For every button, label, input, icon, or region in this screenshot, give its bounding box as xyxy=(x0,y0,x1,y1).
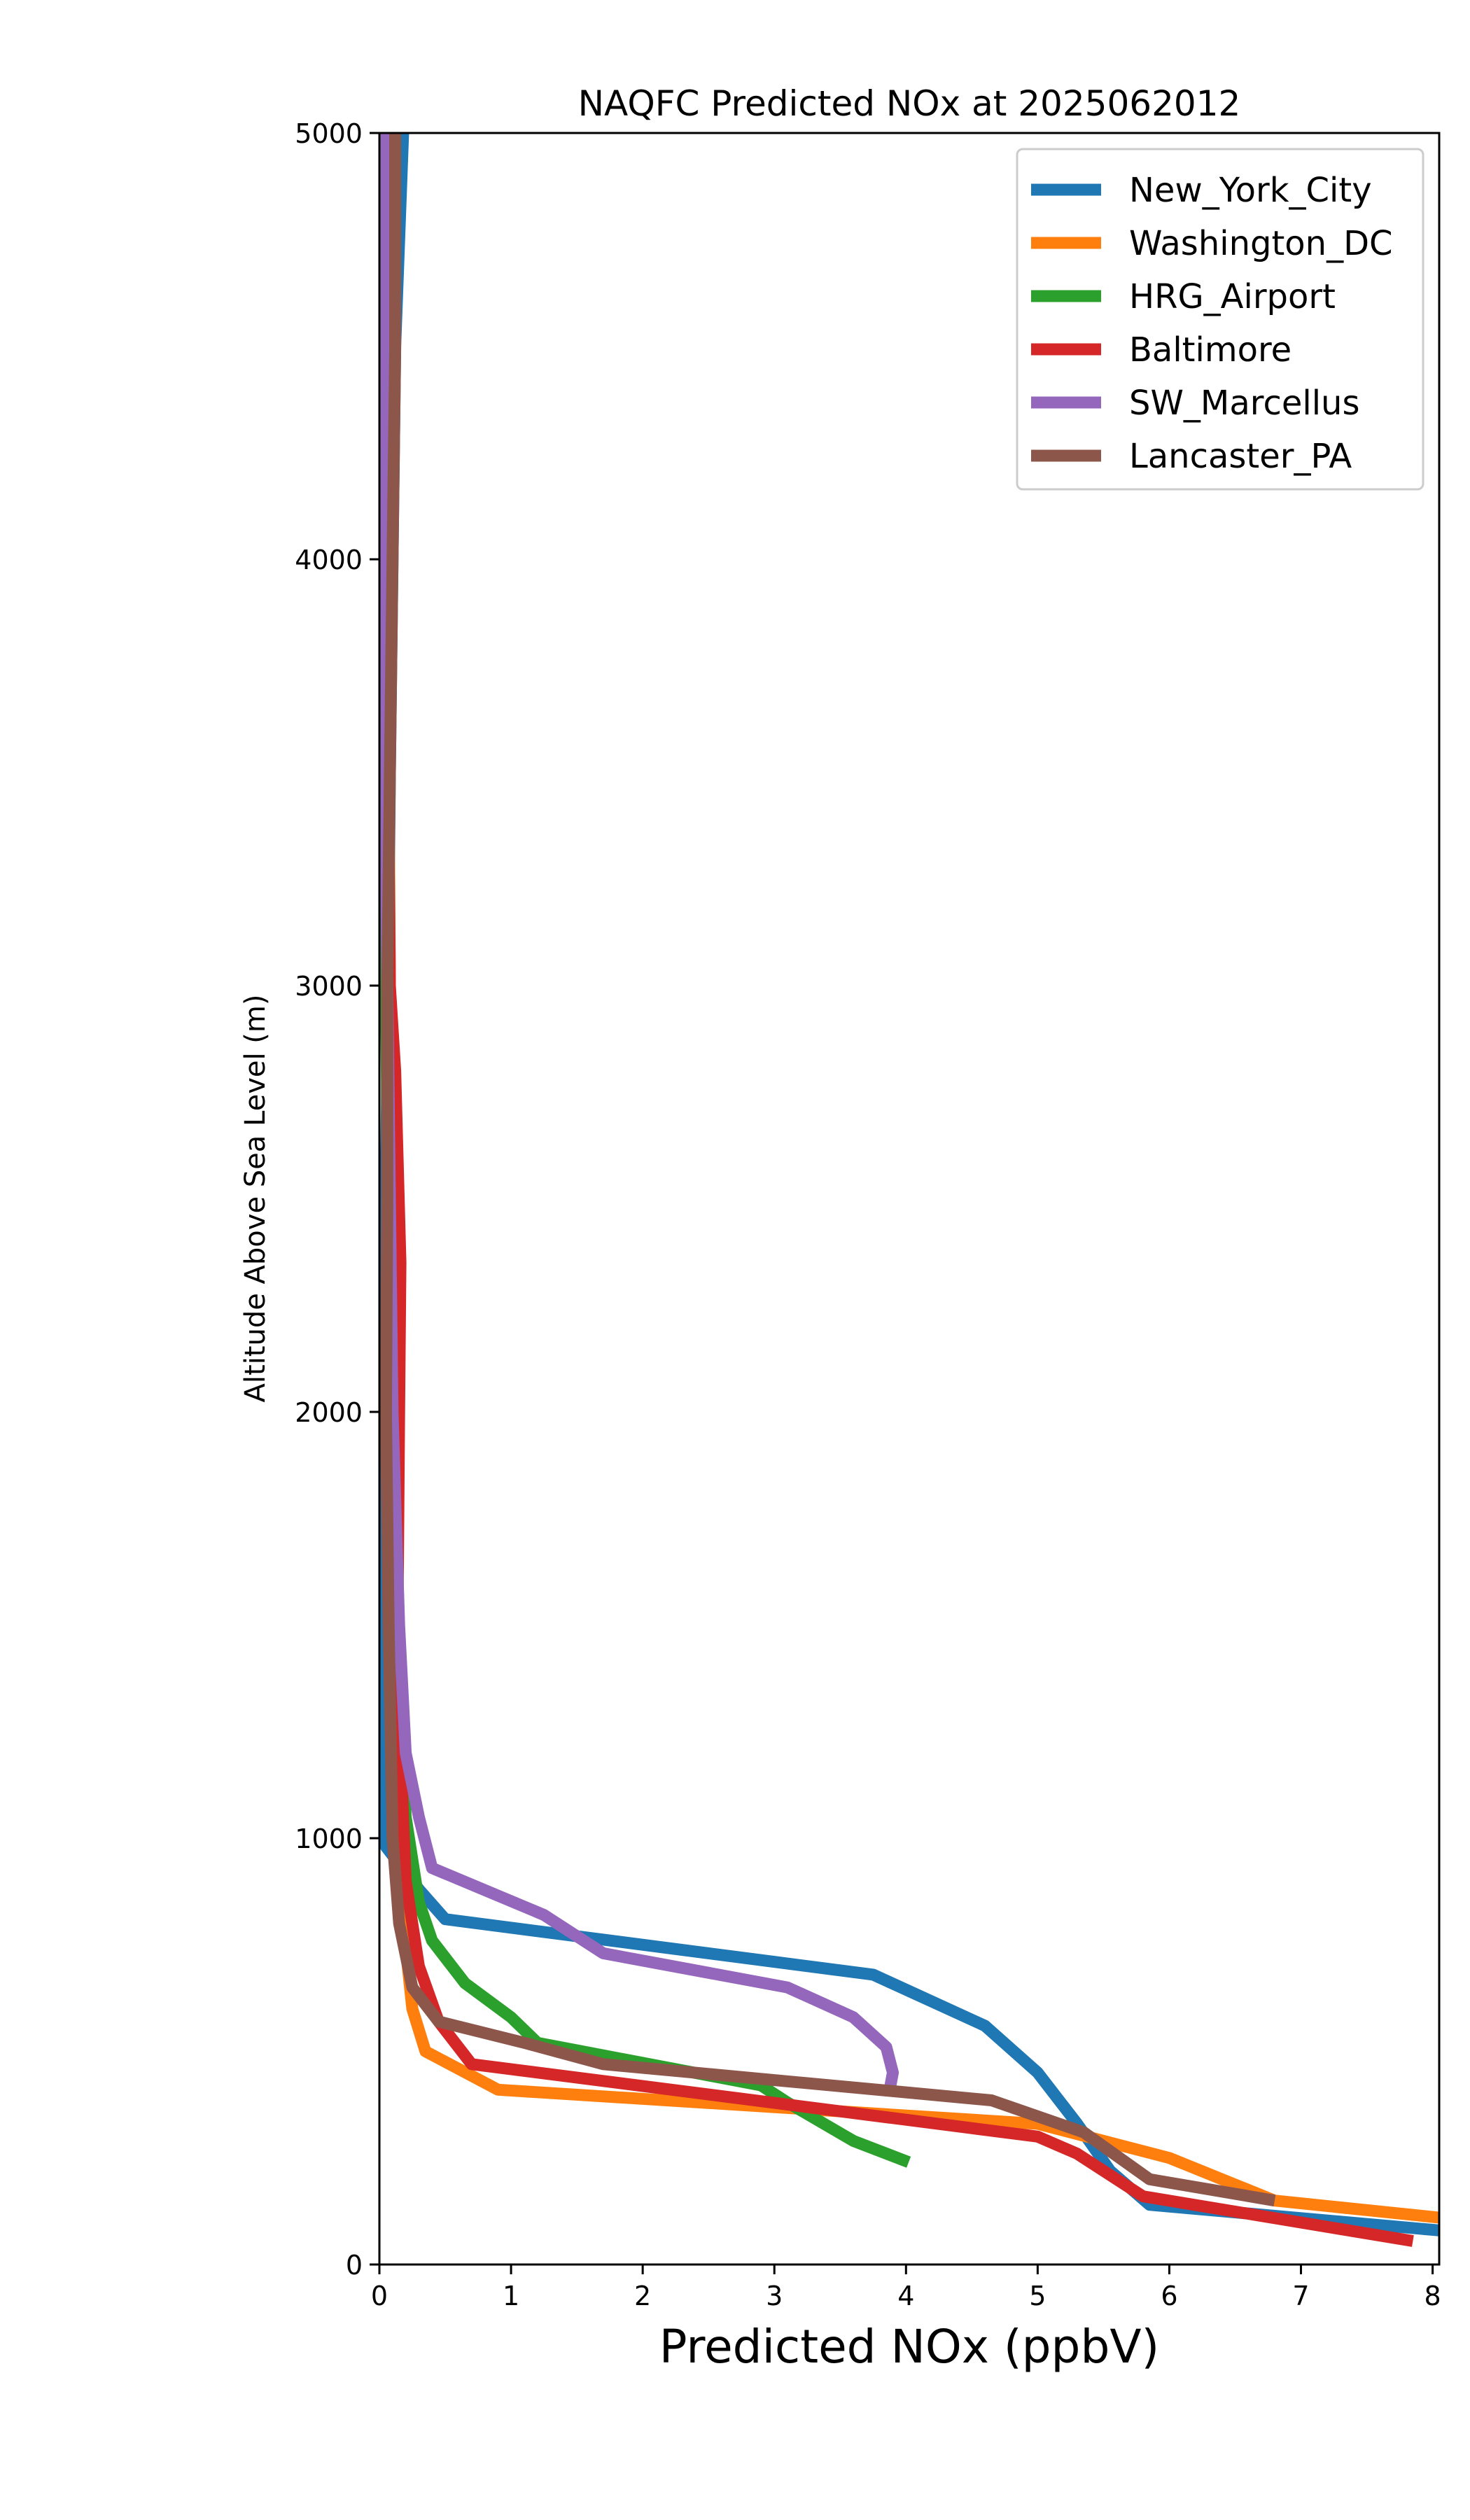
legend-label: Washington_DC xyxy=(1129,224,1393,263)
y-tick-label: 1000 xyxy=(295,1823,363,1854)
chart-title: NAQFC Predicted NOx at 2025062012 xyxy=(578,83,1241,124)
legend-label: HRG_Airport xyxy=(1129,277,1336,316)
x-tick-label: 6 xyxy=(1161,2281,1177,2311)
y-tick-label: 2000 xyxy=(295,1397,363,1428)
legend-label: Lancaster_PA xyxy=(1129,437,1352,476)
y-tick-label: 0 xyxy=(346,2250,363,2281)
x-tick-label: 0 xyxy=(371,2281,388,2311)
axis-ticks: 0 1 2 3 4 5 6 7 8 0 1000 2000 3000 4000 5000 xyxy=(295,118,1441,2311)
x-tick-label: 1 xyxy=(503,2281,519,2311)
series-line-hrg-airport xyxy=(379,133,911,2168)
plot-frame xyxy=(378,132,1441,2266)
legend-label: New_York_City xyxy=(1129,171,1372,210)
x-tick-label: 2 xyxy=(634,2281,651,2311)
y-axis-label: Altitude Above Sea Level (m) xyxy=(239,995,272,1403)
x-tick-label: 5 xyxy=(1029,2281,1046,2311)
legend-box xyxy=(1016,148,1424,491)
legend-label: SW_Marcellus xyxy=(1129,384,1359,423)
series-layer xyxy=(379,133,1439,2247)
y-tick-label: 5000 xyxy=(295,118,363,149)
x-tick-label: 7 xyxy=(1292,2281,1309,2311)
x-tick-label: 8 xyxy=(1424,2281,1441,2311)
legend-label: Baltimore xyxy=(1129,330,1292,370)
x-axis-label: Predicted NOx (ppbV) xyxy=(659,2320,1160,2374)
y-tick-label: 3000 xyxy=(295,971,363,1002)
x-tick-label: 3 xyxy=(766,2281,783,2311)
series-line-sw-marcellus xyxy=(379,133,899,2095)
y-tick-label: 4000 xyxy=(295,545,363,575)
legend: New_York_City Washington_DC HRG_Airport Bal… xyxy=(1016,148,1424,491)
x-tick-label: 4 xyxy=(897,2281,914,2311)
series-line-lancaster-pa xyxy=(379,133,1276,2207)
